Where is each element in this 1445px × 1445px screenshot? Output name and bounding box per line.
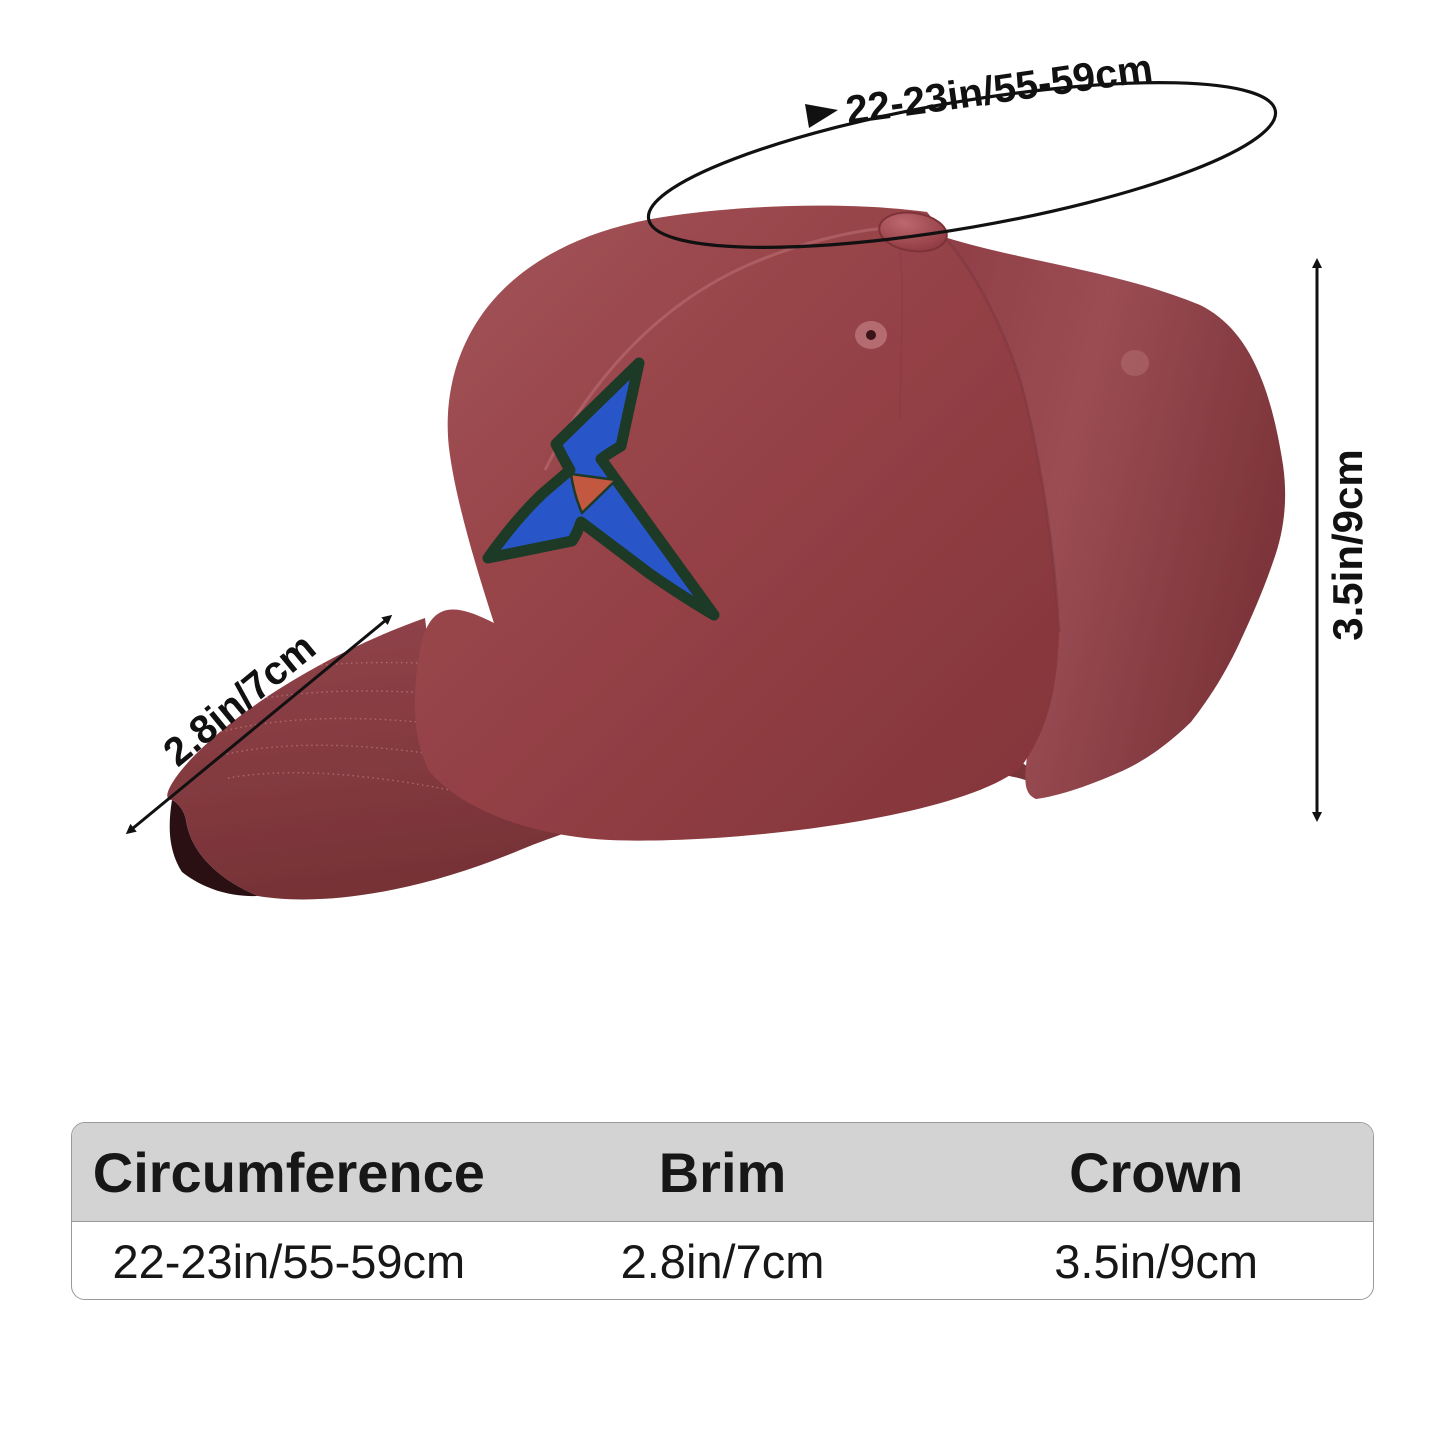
svg-text:3.5in/9cm: 3.5in/9cm: [1324, 449, 1371, 640]
svg-text:22-23in/55-59cm: 22-23in/55-59cm: [843, 46, 1155, 133]
